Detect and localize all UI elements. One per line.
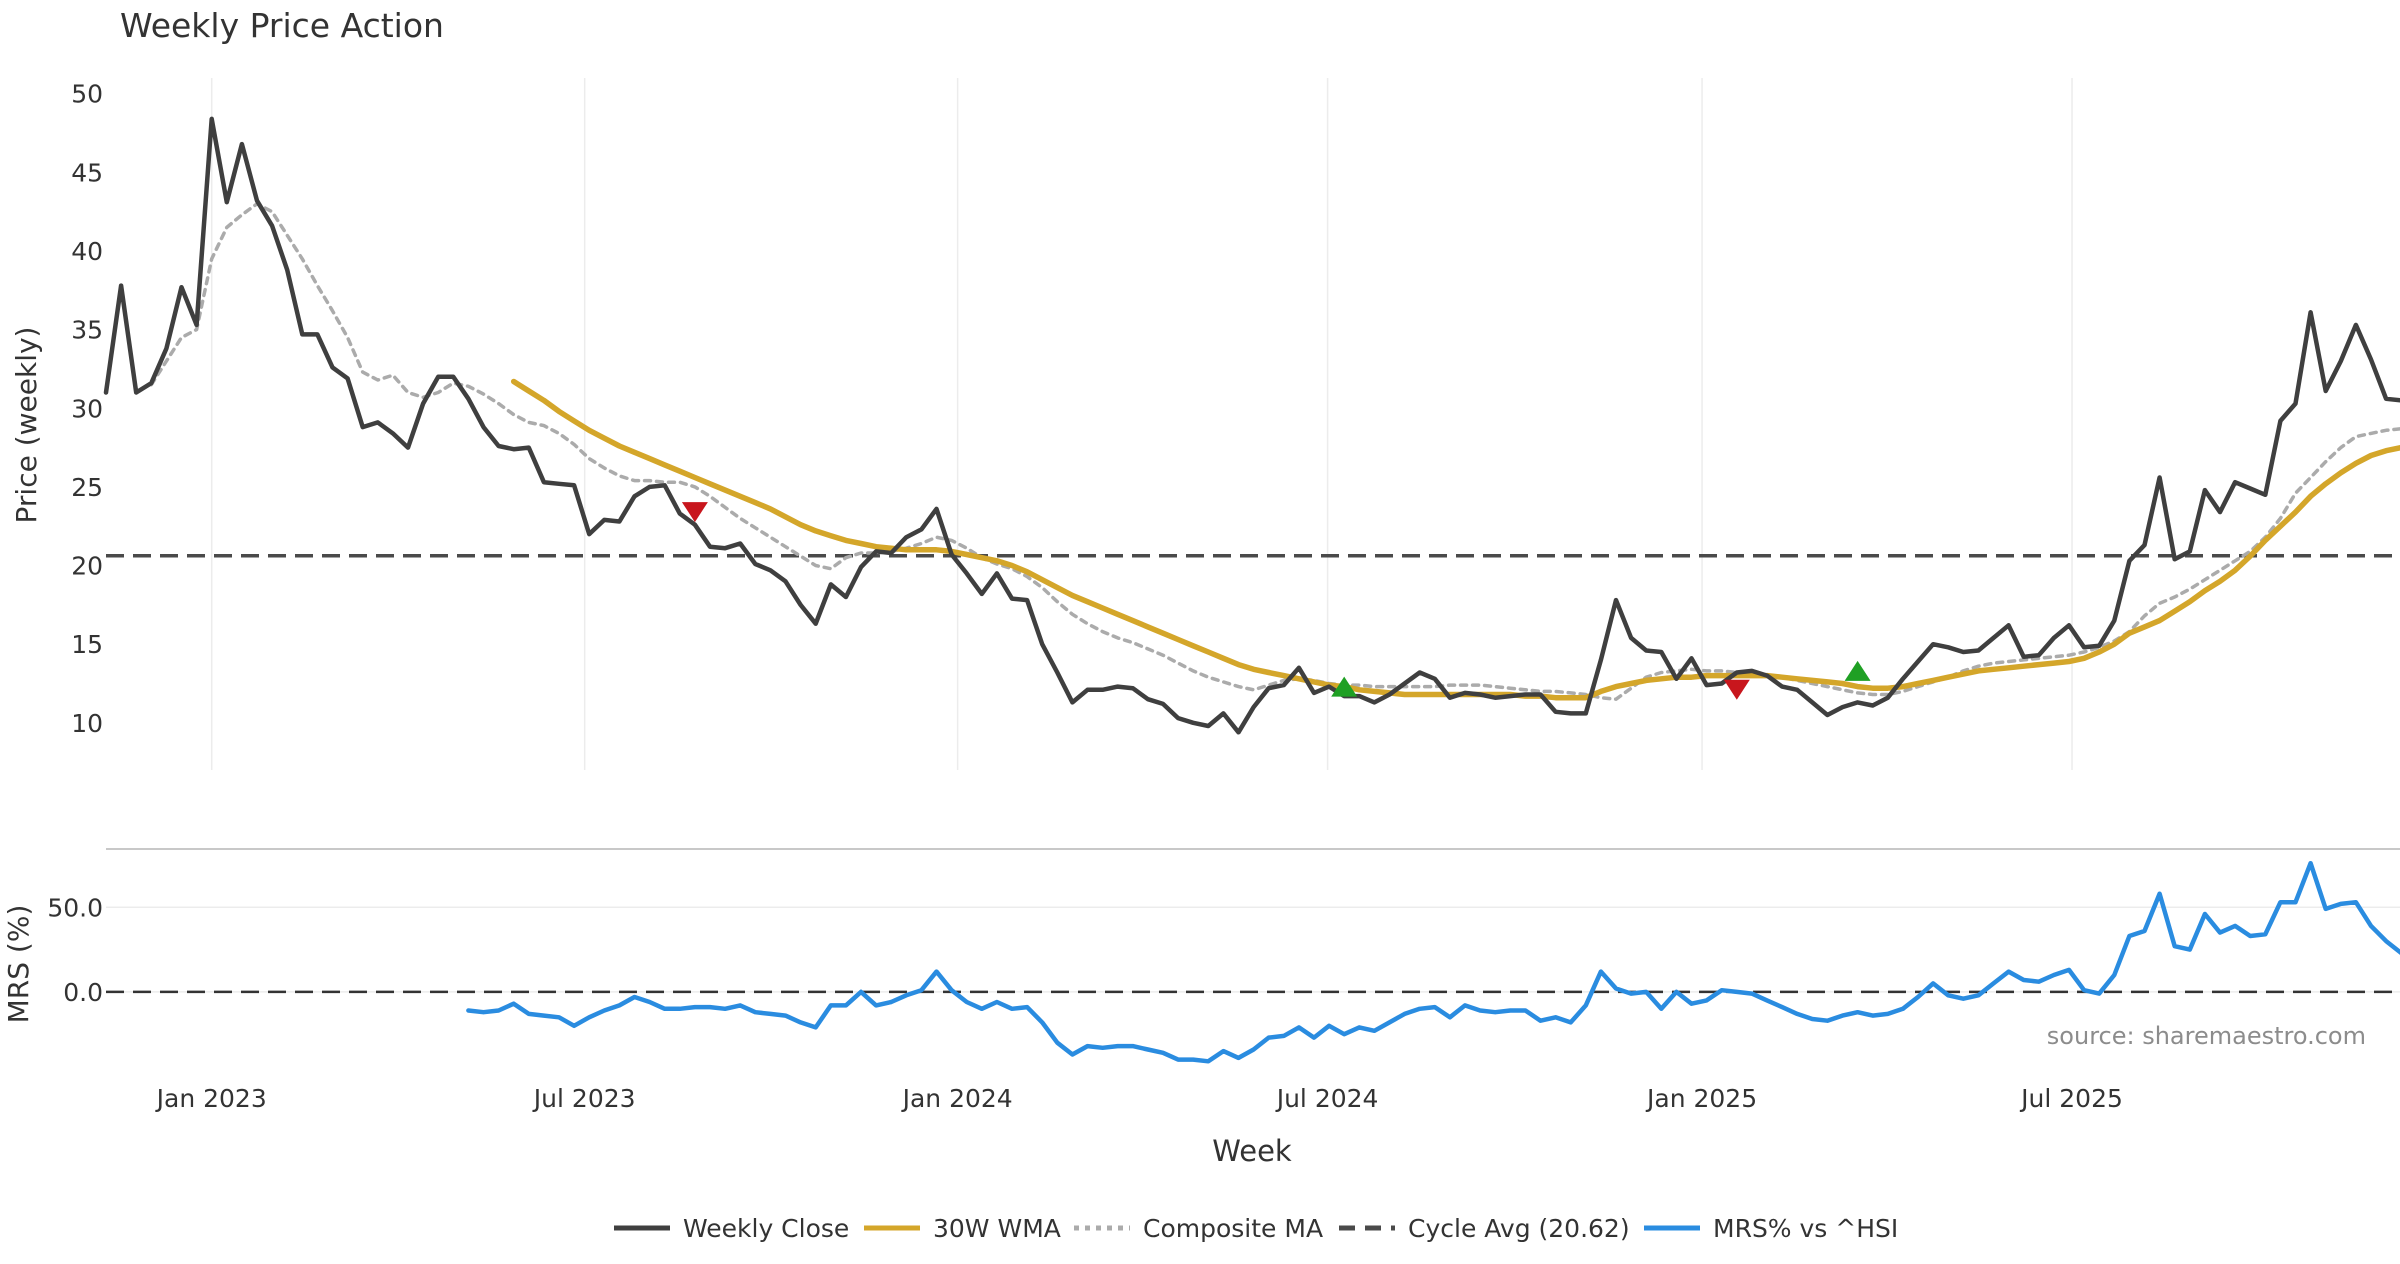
x-axis-label: Week [1212,1134,1292,1168]
x-tick-label: Jan 2024 [901,1084,1013,1113]
x-tick-label: Jul 2024 [1275,1084,1379,1113]
legend: Weekly Close 30W WMA Composite MA Cycle Avg… [614,1214,1898,1243]
x-tick-label: Jul 2023 [532,1084,636,1113]
series-weekly-close-line [103,116,2400,735]
chart-title: Weekly Price Action [120,6,444,45]
legend-item-label: Weekly Close [683,1214,849,1243]
buy-signal-marker [1844,660,1871,681]
legend-item-label: 30W WMA [933,1214,1061,1243]
legend-item-label: Cycle Avg (20.62) [1408,1214,1630,1243]
mrs-y-tick-label: 50.0 [47,893,103,922]
price-y-axis-label: Price (weekly) [10,327,43,524]
price-y-tick-label: 40 [71,237,103,266]
legend-item-label: MRS% vs ^HSI [1713,1214,1898,1243]
series-30w-wma-line [510,378,2400,701]
x-tick-label: Jul 2025 [2019,1084,2123,1113]
price-y-tick-label: 35 [71,316,103,345]
price-y-tick-label: 25 [71,473,103,502]
series-mrs-line [466,860,2400,1064]
mrs-y-tick-label: 0.0 [63,978,103,1007]
series-composite-ma-line [149,202,2400,701]
price-y-tick-label: 10 [71,709,103,738]
legend-item-label: Composite MA [1143,1214,1323,1243]
source-note: source: sharemaestro.com [2047,1022,2366,1050]
price-y-tick-label: 50 [71,80,103,109]
x-tick-label: Jan 2023 [155,1084,267,1113]
price-y-tick-label: 45 [71,158,103,187]
mrs-y-axis-label: MRS (%) [2,905,35,1024]
sell-signal-marker [681,502,708,523]
price-y-tick-label: 15 [71,630,103,659]
price-y-tick-label: 20 [71,552,103,581]
x-tick-label: Jan 2025 [1645,1084,1757,1113]
buy-signal-marker [1331,676,1358,697]
sell-signal-marker [1723,679,1750,700]
price-y-tick-label: 30 [71,394,103,423]
